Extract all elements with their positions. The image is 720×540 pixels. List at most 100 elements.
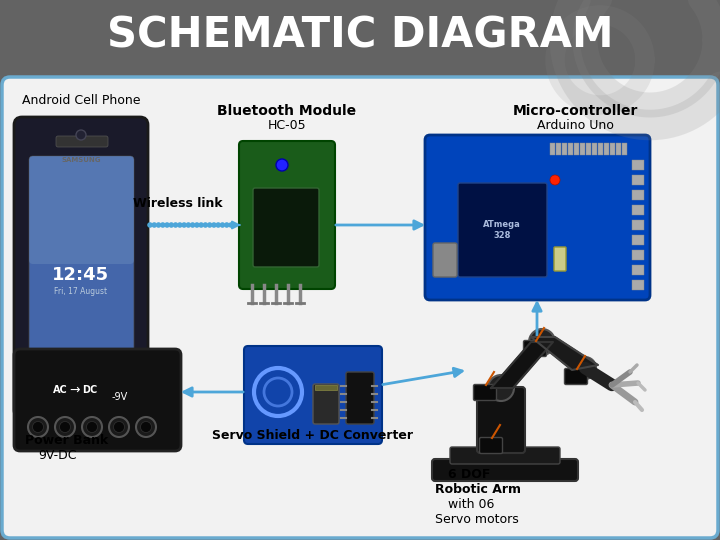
FancyBboxPatch shape [432, 459, 578, 481]
Text: SCHEMATIC DIAGRAM: SCHEMATIC DIAGRAM [107, 14, 613, 56]
FancyBboxPatch shape [586, 143, 591, 155]
FancyBboxPatch shape [564, 368, 588, 384]
FancyBboxPatch shape [632, 265, 644, 275]
Text: →: → [70, 383, 80, 396]
Circle shape [160, 222, 166, 228]
Circle shape [32, 422, 43, 433]
FancyBboxPatch shape [450, 447, 560, 464]
Circle shape [147, 222, 153, 228]
Circle shape [215, 222, 221, 228]
FancyBboxPatch shape [477, 387, 525, 453]
Circle shape [207, 222, 212, 228]
Text: Robotic Arm: Robotic Arm [435, 483, 521, 496]
Circle shape [228, 222, 234, 228]
Circle shape [211, 222, 217, 228]
FancyBboxPatch shape [610, 143, 615, 155]
Text: Wireless link: Wireless link [133, 197, 222, 210]
FancyBboxPatch shape [574, 143, 579, 155]
Text: Arduino Uno: Arduino Uno [536, 119, 613, 132]
FancyBboxPatch shape [554, 247, 566, 271]
FancyBboxPatch shape [239, 141, 335, 289]
Text: AC: AC [53, 385, 68, 395]
Text: Micro-controller: Micro-controller [513, 104, 638, 118]
Circle shape [276, 159, 288, 171]
FancyBboxPatch shape [480, 437, 503, 454]
FancyBboxPatch shape [632, 190, 644, 200]
Circle shape [488, 375, 514, 401]
FancyBboxPatch shape [632, 235, 644, 245]
Circle shape [550, 175, 560, 185]
Circle shape [76, 130, 86, 140]
Text: 12:45: 12:45 [53, 266, 109, 284]
Circle shape [109, 417, 129, 437]
Text: ATmega
328: ATmega 328 [483, 220, 521, 240]
Text: HC-05: HC-05 [268, 119, 306, 132]
Text: 9V-DC: 9V-DC [38, 449, 76, 462]
Circle shape [202, 222, 208, 228]
FancyBboxPatch shape [632, 205, 644, 215]
FancyBboxPatch shape [523, 341, 546, 356]
FancyBboxPatch shape [315, 385, 337, 390]
FancyBboxPatch shape [632, 220, 644, 230]
FancyBboxPatch shape [562, 143, 567, 155]
FancyBboxPatch shape [632, 280, 644, 290]
Text: SAMSUNG: SAMSUNG [61, 157, 101, 163]
FancyBboxPatch shape [253, 188, 319, 267]
Circle shape [198, 222, 204, 228]
Polygon shape [531, 337, 598, 370]
FancyBboxPatch shape [556, 143, 561, 155]
Text: Servo Shield + DC Converter: Servo Shield + DC Converter [212, 429, 413, 442]
FancyBboxPatch shape [622, 143, 627, 155]
FancyBboxPatch shape [550, 143, 555, 155]
Circle shape [151, 222, 157, 228]
FancyBboxPatch shape [433, 243, 457, 277]
Circle shape [164, 222, 170, 228]
FancyBboxPatch shape [56, 136, 108, 147]
Circle shape [28, 417, 48, 437]
FancyBboxPatch shape [346, 372, 374, 424]
Circle shape [156, 222, 161, 228]
FancyBboxPatch shape [580, 143, 585, 155]
FancyBboxPatch shape [458, 183, 547, 277]
Circle shape [181, 222, 187, 228]
FancyBboxPatch shape [313, 384, 339, 424]
FancyBboxPatch shape [616, 143, 621, 155]
Circle shape [60, 422, 71, 433]
FancyBboxPatch shape [2, 77, 718, 538]
Text: Bluetooth Module: Bluetooth Module [217, 104, 356, 118]
FancyBboxPatch shape [14, 349, 181, 451]
Circle shape [190, 222, 195, 228]
FancyBboxPatch shape [425, 135, 650, 300]
Circle shape [114, 422, 125, 433]
FancyBboxPatch shape [598, 143, 603, 155]
Circle shape [82, 417, 102, 437]
Circle shape [194, 222, 199, 228]
Text: Android Cell Phone: Android Cell Phone [22, 94, 140, 107]
Text: with 06: with 06 [448, 498, 495, 511]
Circle shape [168, 222, 174, 228]
FancyBboxPatch shape [474, 384, 497, 401]
FancyBboxPatch shape [632, 250, 644, 260]
FancyBboxPatch shape [244, 346, 382, 444]
Circle shape [220, 222, 225, 228]
Text: DC: DC [82, 385, 98, 395]
Text: -9V: -9V [112, 392, 128, 402]
Circle shape [177, 222, 183, 228]
FancyBboxPatch shape [29, 156, 134, 264]
Text: Power Bank: Power Bank [25, 434, 108, 447]
Circle shape [574, 357, 596, 379]
Circle shape [173, 222, 179, 228]
Text: 6 DOF: 6 DOF [448, 468, 490, 481]
Circle shape [529, 329, 555, 355]
FancyBboxPatch shape [604, 143, 609, 155]
Circle shape [186, 222, 192, 228]
Circle shape [136, 417, 156, 437]
Text: Servo motors: Servo motors [435, 513, 518, 526]
FancyBboxPatch shape [632, 160, 644, 170]
Circle shape [55, 417, 75, 437]
FancyBboxPatch shape [592, 143, 597, 155]
FancyBboxPatch shape [568, 143, 573, 155]
Circle shape [224, 222, 230, 228]
FancyBboxPatch shape [29, 156, 134, 379]
Polygon shape [491, 342, 553, 388]
